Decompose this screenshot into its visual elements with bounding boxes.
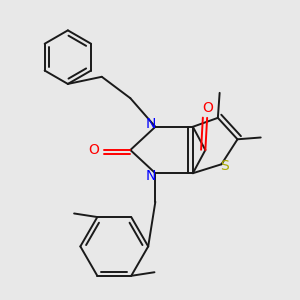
Text: N: N: [146, 169, 156, 183]
Text: O: O: [202, 101, 213, 115]
Text: N: N: [146, 117, 156, 131]
Text: O: O: [88, 143, 99, 157]
Text: S: S: [220, 159, 230, 173]
